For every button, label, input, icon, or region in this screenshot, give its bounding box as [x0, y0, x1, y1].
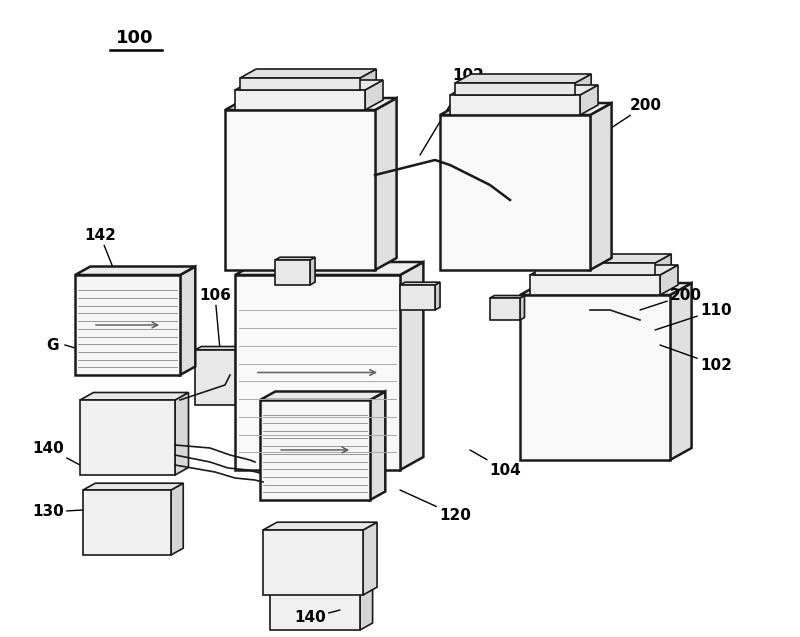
Polygon shape: [375, 98, 397, 270]
Polygon shape: [225, 98, 397, 110]
Polygon shape: [530, 265, 678, 275]
Polygon shape: [75, 266, 195, 275]
Polygon shape: [83, 490, 171, 555]
Text: 142: 142: [84, 227, 120, 285]
Polygon shape: [225, 110, 375, 270]
Polygon shape: [400, 282, 440, 285]
Polygon shape: [440, 103, 612, 115]
Text: 110: 110: [655, 303, 732, 330]
Polygon shape: [171, 483, 183, 555]
Polygon shape: [450, 95, 580, 115]
Polygon shape: [400, 262, 423, 470]
Polygon shape: [520, 295, 670, 460]
Polygon shape: [360, 568, 373, 630]
Polygon shape: [80, 392, 189, 400]
Text: 104: 104: [470, 450, 521, 478]
Polygon shape: [240, 69, 376, 78]
Text: 100: 100: [116, 29, 154, 47]
Polygon shape: [270, 568, 373, 575]
Polygon shape: [363, 522, 377, 595]
Polygon shape: [260, 392, 386, 400]
Polygon shape: [670, 283, 691, 460]
Polygon shape: [520, 296, 525, 320]
Polygon shape: [235, 80, 383, 90]
Polygon shape: [365, 80, 383, 110]
Polygon shape: [75, 275, 180, 375]
Text: 142: 142: [320, 413, 376, 450]
Polygon shape: [275, 260, 310, 285]
Polygon shape: [360, 69, 376, 90]
Text: G: G: [374, 457, 386, 473]
Polygon shape: [400, 285, 435, 310]
Polygon shape: [535, 254, 671, 263]
Text: 130: 130: [32, 505, 83, 520]
Text: 140: 140: [32, 441, 80, 465]
Polygon shape: [530, 275, 660, 295]
Polygon shape: [490, 298, 520, 320]
Text: 102: 102: [660, 345, 732, 373]
Polygon shape: [575, 74, 591, 95]
Polygon shape: [660, 265, 678, 295]
Polygon shape: [263, 522, 377, 530]
Polygon shape: [310, 257, 315, 285]
Polygon shape: [435, 282, 440, 310]
Polygon shape: [235, 275, 400, 470]
Polygon shape: [450, 85, 598, 95]
Polygon shape: [270, 575, 360, 630]
Text: 102: 102: [420, 68, 484, 155]
Polygon shape: [235, 347, 242, 405]
Polygon shape: [535, 263, 655, 275]
Text: G: G: [46, 338, 58, 352]
Polygon shape: [440, 115, 590, 270]
Text: 120: 120: [400, 490, 471, 522]
Text: 200: 200: [570, 97, 662, 155]
Polygon shape: [180, 266, 195, 375]
Text: 140: 140: [294, 610, 340, 626]
Polygon shape: [195, 350, 235, 405]
Polygon shape: [275, 257, 315, 260]
Polygon shape: [260, 400, 370, 500]
Polygon shape: [370, 392, 386, 500]
Polygon shape: [263, 530, 363, 595]
Polygon shape: [240, 78, 360, 90]
Polygon shape: [235, 90, 365, 110]
Text: 106: 106: [199, 287, 231, 350]
Polygon shape: [83, 483, 183, 490]
Polygon shape: [590, 103, 612, 270]
Polygon shape: [455, 83, 575, 95]
Polygon shape: [235, 262, 423, 275]
Polygon shape: [195, 347, 242, 350]
Polygon shape: [520, 283, 691, 295]
Polygon shape: [655, 254, 671, 275]
Polygon shape: [455, 74, 591, 83]
Polygon shape: [175, 392, 189, 475]
Text: 200: 200: [269, 97, 305, 145]
Text: 200: 200: [640, 287, 702, 310]
Polygon shape: [80, 400, 175, 475]
Polygon shape: [580, 85, 598, 115]
Polygon shape: [490, 296, 525, 298]
